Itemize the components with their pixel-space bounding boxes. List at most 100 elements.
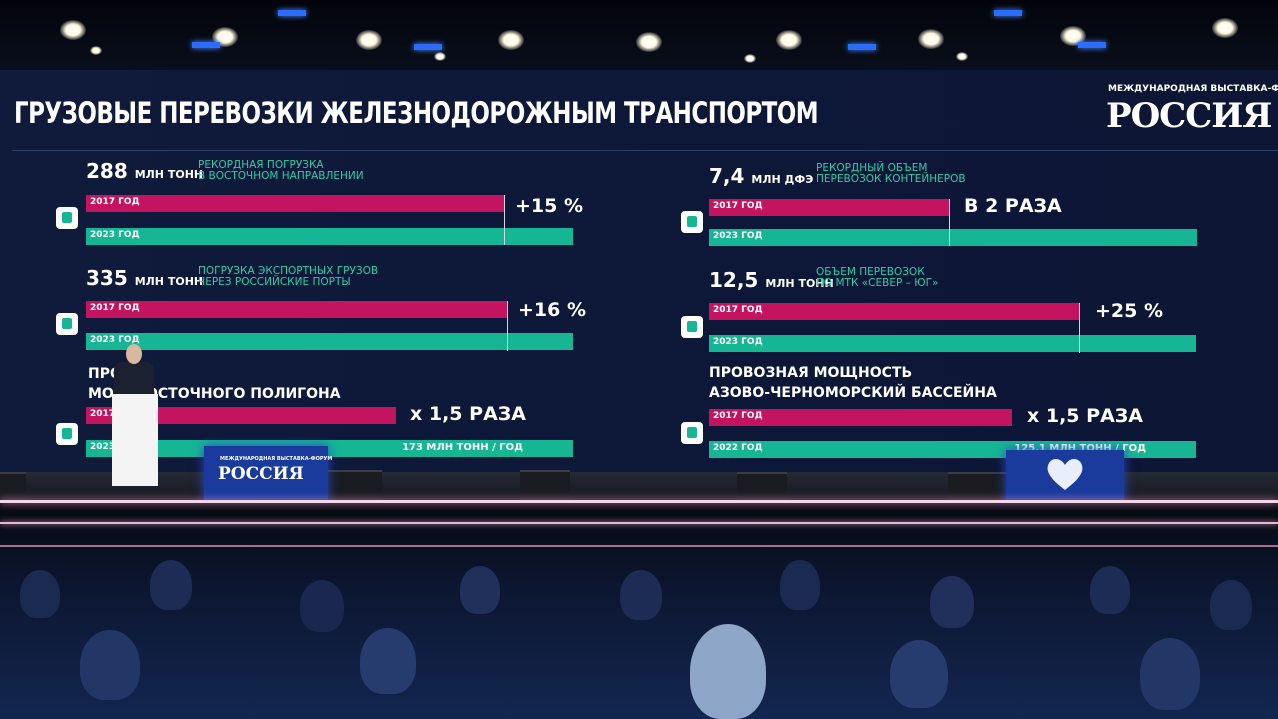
train-icon — [56, 423, 78, 445]
spotlight — [434, 52, 446, 61]
audience-member — [360, 628, 416, 694]
desc-line: ЧЕРЕЗ РОССИЙСКИЕ ПОРТЫ — [198, 276, 351, 288]
speaker-head — [126, 344, 142, 364]
audience-member — [930, 576, 974, 628]
spotlight — [744, 54, 756, 63]
compare-line — [949, 199, 950, 246]
stat-unit: МЛН ТОНН — [765, 277, 834, 290]
stat-description: РЕКОРДНАЯ ПОГРУЗКА В ВОСТОЧНОМ НАПРАВЛЕНИ… — [198, 160, 364, 182]
ceiling-lights — [0, 0, 1278, 72]
desc-line: В ВОСТОЧНОМ НАПРАВЛЕНИИ — [198, 170, 364, 182]
bar-label: 2017 ГОД — [713, 411, 763, 421]
stat-unit: МЛН ТОНН — [134, 168, 204, 181]
stat-value: 288 — [86, 159, 128, 183]
stat-number: 288 МЛН ТОНН — [86, 159, 203, 183]
stat-value: 335 — [86, 266, 128, 290]
spotlight — [1060, 26, 1086, 46]
spotlight — [956, 52, 968, 61]
presentation-screen — [0, 70, 1278, 472]
podium-caption: МЕЖДУНАРОДНАЯ ВЫСТАВКА-ФОРУМ — [220, 456, 333, 462]
desc-line: ОБЪЕМ ПЕРЕВОЗОК — [816, 266, 925, 278]
bar-2017: 2017 ГОД — [709, 303, 1079, 320]
train-icon — [681, 211, 703, 233]
slide-title: ГРУЗОВЫЕ ПЕРЕВОЗКИ ЖЕЛЕЗНОДОРОЖНЫМ ТРАНС… — [14, 96, 819, 130]
spotlight — [918, 29, 944, 49]
stat-unit: МЛН ДФЭ — [751, 173, 814, 186]
bar-2017: 2017 ГОД — [709, 199, 949, 216]
change-label: +25 % — [1095, 300, 1164, 322]
stage-monitor — [0, 472, 26, 502]
stat-number: 12,5 МЛН ТОНН — [709, 268, 834, 292]
spotlight — [356, 30, 382, 50]
stage-monitor — [948, 472, 1006, 502]
stage-led — [192, 42, 220, 48]
audience — [0, 500, 1278, 719]
stage-led — [278, 10, 306, 16]
change-label: +15 % — [515, 195, 584, 217]
audience-member — [780, 560, 820, 610]
bar-2023: 2023 ГОД — [709, 229, 1197, 246]
stage-light-strip — [0, 500, 1278, 503]
desc-line: ПО МТК «СЕВЕР – ЮГ» — [816, 277, 939, 289]
bar-label: 2022 ГОД — [713, 443, 763, 453]
desc-line: РЕКОРДНАЯ ПОГРУЗКА — [198, 159, 324, 171]
stat-unit: МЛН ТОНН — [134, 275, 204, 288]
bar-value: 125,1 МЛН ТОНН / ГОД — [1014, 443, 1146, 454]
stat-number: 7,4 МЛН ДФЭ — [709, 164, 813, 188]
audience-member — [460, 566, 500, 614]
podium-banner — [204, 446, 328, 500]
bar-value: 173 МЛН ТОНН / ГОД — [402, 442, 523, 453]
title-line: ПРОВОЗНАЯ МОЩНОСТЬ — [709, 365, 913, 381]
train-icon — [681, 316, 703, 338]
change-label: В 2 РАЗА — [964, 195, 1062, 217]
stage-led — [1078, 42, 1106, 48]
desc-line: ПЕРЕВОЗОК КОНТЕЙНЕРОВ — [816, 173, 966, 185]
audience-member — [150, 560, 192, 610]
train-icon — [56, 313, 78, 335]
bar-2017: 2017 ГОД — [86, 301, 507, 318]
desc-line: ПОГРУЗКА ЭКСПОРТНЫХ ГРУЗОВ — [198, 265, 379, 277]
bar-label: 2023 ГОД — [713, 337, 763, 347]
stage-led — [848, 44, 876, 50]
audience-member — [890, 640, 948, 708]
audience-member — [1140, 638, 1200, 710]
stage-light-strip — [0, 545, 1278, 547]
audience-member — [1090, 566, 1130, 614]
stat-description: ПОГРУЗКА ЭКСПОРТНЫХ ГРУЗОВ ЧЕРЕЗ РОССИЙСК… — [198, 266, 378, 288]
compare-line — [1079, 303, 1080, 353]
bar-2017: 2017 ГОД — [709, 409, 1012, 426]
train-icon — [681, 422, 703, 444]
bar-2017: 2017 ГОД — [86, 195, 504, 212]
desc-line: РЕКОРДНЫЙ ОБЪЕМ — [816, 162, 928, 174]
bar-label: 2023 ГОД — [713, 231, 763, 241]
stat-description: РЕКОРДНЫЙ ОБЪЕМ ПЕРЕВОЗОК КОНТЕЙНЕРОВ — [816, 163, 966, 185]
stat-value: 7,4 — [709, 164, 745, 188]
bar-label: 2023 ГОД — [90, 230, 140, 240]
bar-2023: 2023 ГОД — [86, 333, 573, 350]
change-label: x 1,5 РАЗА — [1027, 405, 1143, 427]
stat-description: ОБЪЕМ ПЕРЕВОЗОК ПО МТК «СЕВЕР – ЮГ» — [816, 267, 938, 289]
bar-2023: 2023 ГОД — [709, 335, 1196, 352]
bar-2023: 2023 ГОД173 МЛН ТОНН / ГОД — [86, 440, 573, 457]
heart-logo-icon — [1047, 459, 1083, 490]
compare-line — [504, 195, 505, 245]
block-title: ПРОВОЗНАЯ МОЩНОСТЬ АЗОВО-ЧЕРНОМОРСКИЙ БАС… — [709, 363, 997, 403]
title-line: АЗОВО-ЧЕРНОМОРСКИЙ БАССЕЙНА — [709, 385, 997, 401]
audience-member — [20, 570, 60, 618]
bar-label: 2023 ГОД — [90, 335, 140, 345]
stage-led — [994, 10, 1022, 16]
audience-member — [1210, 580, 1252, 630]
stat-value: 12,5 — [709, 268, 759, 292]
spotlight — [776, 30, 802, 50]
stage-light-strip — [0, 522, 1278, 524]
spotlight — [90, 46, 102, 55]
bar-label: 2017 ГОД — [90, 303, 140, 313]
logo-caption: МЕЖДУНАРОДНАЯ ВЫСТАВКА-ФОРУМ — [1108, 84, 1278, 94]
podium-logo: РОССИЯ — [218, 464, 304, 484]
stat-number: 335 МЛН ТОНН — [86, 266, 203, 290]
stage-monitor — [328, 470, 382, 500]
audience-member — [80, 630, 140, 700]
bar-label: 2017 ГОД — [90, 197, 140, 207]
spotlight — [1212, 18, 1238, 38]
russia-logo: РОССИЯ — [1106, 96, 1272, 136]
